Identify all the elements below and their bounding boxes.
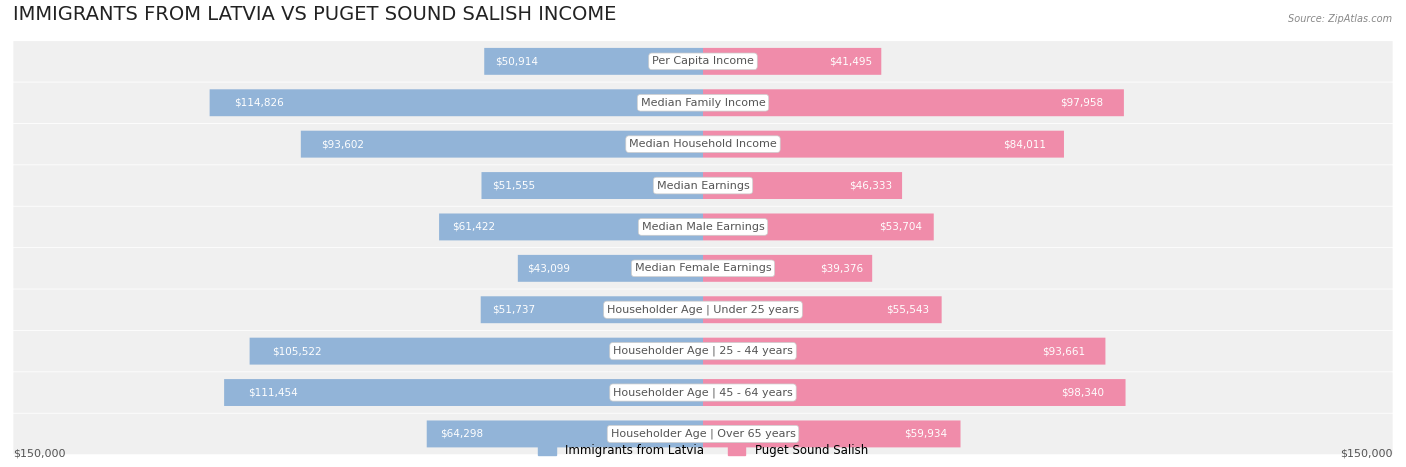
Text: $105,522: $105,522: [273, 346, 322, 356]
Text: Householder Age | Under 25 years: Householder Age | Under 25 years: [607, 304, 799, 315]
FancyBboxPatch shape: [14, 83, 1392, 123]
Text: Source: ZipAtlas.com: Source: ZipAtlas.com: [1288, 14, 1392, 24]
Text: Median Household Income: Median Household Income: [628, 139, 778, 149]
Text: $43,099: $43,099: [527, 263, 569, 273]
FancyBboxPatch shape: [703, 131, 1064, 157]
FancyBboxPatch shape: [481, 172, 703, 199]
Text: $61,422: $61,422: [453, 222, 495, 232]
Text: Median Male Earnings: Median Male Earnings: [641, 222, 765, 232]
Text: Householder Age | Over 65 years: Householder Age | Over 65 years: [610, 429, 796, 439]
Text: $93,661: $93,661: [1042, 346, 1085, 356]
FancyBboxPatch shape: [14, 124, 1392, 164]
Text: $64,298: $64,298: [440, 429, 484, 439]
Text: $59,934: $59,934: [904, 429, 948, 439]
FancyBboxPatch shape: [703, 48, 882, 75]
FancyBboxPatch shape: [481, 296, 703, 323]
FancyBboxPatch shape: [14, 414, 1392, 454]
Text: $150,000: $150,000: [1340, 449, 1392, 459]
Text: $46,333: $46,333: [849, 181, 893, 191]
FancyBboxPatch shape: [703, 379, 1126, 406]
FancyBboxPatch shape: [14, 41, 1392, 82]
FancyBboxPatch shape: [703, 296, 942, 323]
FancyBboxPatch shape: [439, 213, 703, 241]
Text: $84,011: $84,011: [1002, 139, 1046, 149]
FancyBboxPatch shape: [14, 248, 1392, 289]
FancyBboxPatch shape: [484, 48, 703, 75]
Text: $97,958: $97,958: [1060, 98, 1102, 108]
FancyBboxPatch shape: [14, 207, 1392, 247]
Text: $55,543: $55,543: [887, 305, 929, 315]
FancyBboxPatch shape: [301, 131, 703, 157]
Text: Householder Age | 25 - 44 years: Householder Age | 25 - 44 years: [613, 346, 793, 356]
Text: Median Earnings: Median Earnings: [657, 181, 749, 191]
Text: $39,376: $39,376: [821, 263, 863, 273]
FancyBboxPatch shape: [250, 338, 703, 365]
FancyBboxPatch shape: [224, 379, 703, 406]
Text: $50,914: $50,914: [495, 57, 538, 66]
Text: $53,704: $53,704: [879, 222, 922, 232]
Text: $51,737: $51,737: [492, 305, 534, 315]
Text: Median Family Income: Median Family Income: [641, 98, 765, 108]
FancyBboxPatch shape: [427, 420, 703, 447]
Text: Median Female Earnings: Median Female Earnings: [634, 263, 772, 273]
Text: $98,340: $98,340: [1062, 388, 1104, 397]
FancyBboxPatch shape: [703, 89, 1123, 116]
Text: Householder Age | 45 - 64 years: Householder Age | 45 - 64 years: [613, 387, 793, 398]
FancyBboxPatch shape: [703, 338, 1105, 365]
Text: IMMIGRANTS FROM LATVIA VS PUGET SOUND SALISH INCOME: IMMIGRANTS FROM LATVIA VS PUGET SOUND SA…: [14, 5, 617, 24]
Text: $114,826: $114,826: [235, 98, 284, 108]
Text: $51,555: $51,555: [492, 181, 536, 191]
Text: $150,000: $150,000: [14, 449, 66, 459]
Legend: Immigrants from Latvia, Puget Sound Salish: Immigrants from Latvia, Puget Sound Sali…: [533, 439, 873, 461]
FancyBboxPatch shape: [14, 165, 1392, 206]
FancyBboxPatch shape: [14, 290, 1392, 330]
FancyBboxPatch shape: [703, 420, 960, 447]
FancyBboxPatch shape: [703, 213, 934, 241]
FancyBboxPatch shape: [703, 172, 903, 199]
FancyBboxPatch shape: [517, 255, 703, 282]
Text: Per Capita Income: Per Capita Income: [652, 57, 754, 66]
FancyBboxPatch shape: [14, 372, 1392, 413]
FancyBboxPatch shape: [703, 255, 872, 282]
FancyBboxPatch shape: [209, 89, 703, 116]
Text: $93,602: $93,602: [321, 139, 364, 149]
Text: $111,454: $111,454: [247, 388, 298, 397]
FancyBboxPatch shape: [14, 331, 1392, 371]
Text: $41,495: $41,495: [830, 57, 872, 66]
